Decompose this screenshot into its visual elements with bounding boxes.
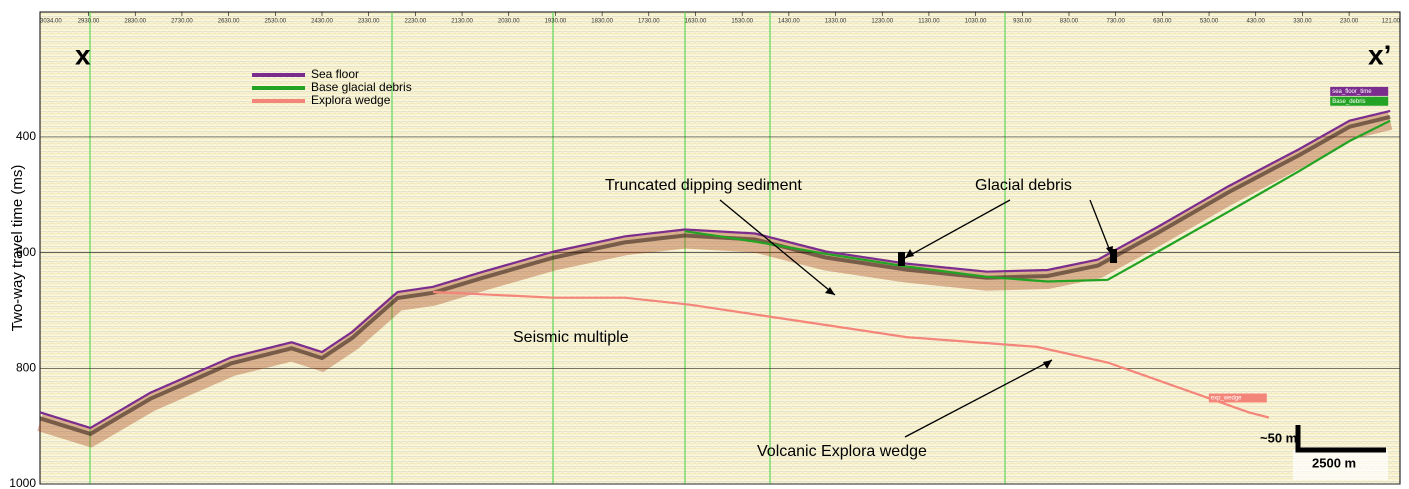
annotation: Truncated dipping sediment [605,177,802,194]
horizon-line [684,119,1391,283]
x-tick-label: 1230.00 [871,19,893,25]
x-tick-label: 530.00 [1200,19,1219,25]
x-tick-label: 2130.00 [451,19,473,25]
x-tick-label: 1030.00 [965,19,987,25]
horizon-tag-bg [1208,393,1267,403]
x-tick-label: 1330.00 [825,19,847,25]
y-tick-label: 1000 [9,476,36,489]
x-tick-label: 1430.00 [778,19,800,25]
horizon-tag: sea_floor_time [1332,89,1372,95]
horizon-tag-bg [1330,96,1389,106]
x-tick-label: 2830.00 [124,19,146,25]
x-tick-label: 2230.00 [405,19,427,25]
y-axis-label: Two-way travel time (ms) [9,165,26,332]
scale-label: 2500 m [1312,455,1356,470]
x-tick-label: 2030.00 [498,19,520,25]
reflection-band [37,112,1393,448]
x-tick-label: 2930.00 [78,19,100,25]
x-tick-label: 630.00 [1153,19,1172,25]
x-tick-label: 2430.00 [311,19,333,25]
x-tick-label: 930.00 [1013,19,1032,25]
x-tick-label: 1630.00 [685,19,707,25]
x-tick-label: 2330.00 [358,19,380,25]
x-tick-label: 830.00 [1060,19,1079,25]
horizon-tag: Base_debris [1332,99,1365,105]
x-tick-label: 2630.00 [218,19,240,25]
x-tick-label: 730.00 [1106,19,1125,25]
annotations: x x’ Truncated dipping sediment Glacial … [75,39,1391,480]
horizon-tag-bg [1330,86,1389,96]
annotation: Seismic multiple [513,329,629,346]
horizon-tag: exp_wedge [1211,396,1242,402]
x-tick-label: 1930.00 [545,19,567,25]
seismic-section [39,11,1401,485]
x-tick-label: 430.00 [1247,19,1266,25]
horizon-line [433,290,1270,419]
end-label: x [75,39,91,70]
scale-label: ~50 m [1260,430,1297,445]
x-tick-label: 2530.00 [264,19,286,25]
x-tick-label: 1530.00 [731,19,753,25]
x-tick-label: 1130.00 [918,19,940,25]
horizon-line [39,109,1391,430]
x-tick-label: 1830.00 [591,19,613,25]
end-label: x’ [1368,39,1391,70]
annotation: Glacial debris [975,177,1072,194]
legend-label: Sea floor [311,67,359,81]
legend-label: Base glacial debris [311,80,412,94]
reflection-band [39,114,1391,437]
y-tick-label: 400 [16,129,36,143]
x-tick-label: 230.00 [1340,19,1359,25]
annotation: Volcanic Explora wedge [757,443,927,460]
intersection-lines [89,12,1006,484]
x-tick-label: 121.00 [1382,19,1401,25]
x-tick-label: 2730.00 [171,19,193,25]
x-tick-label: 3034.00 [40,19,62,25]
x-tick-label: 330.00 [1293,19,1312,25]
x-tick-label: 1730.00 [638,19,660,25]
y-tick-label: 600 [16,245,36,259]
legend-label: Explora wedge [311,93,391,107]
y-tick-label: 800 [16,360,36,374]
